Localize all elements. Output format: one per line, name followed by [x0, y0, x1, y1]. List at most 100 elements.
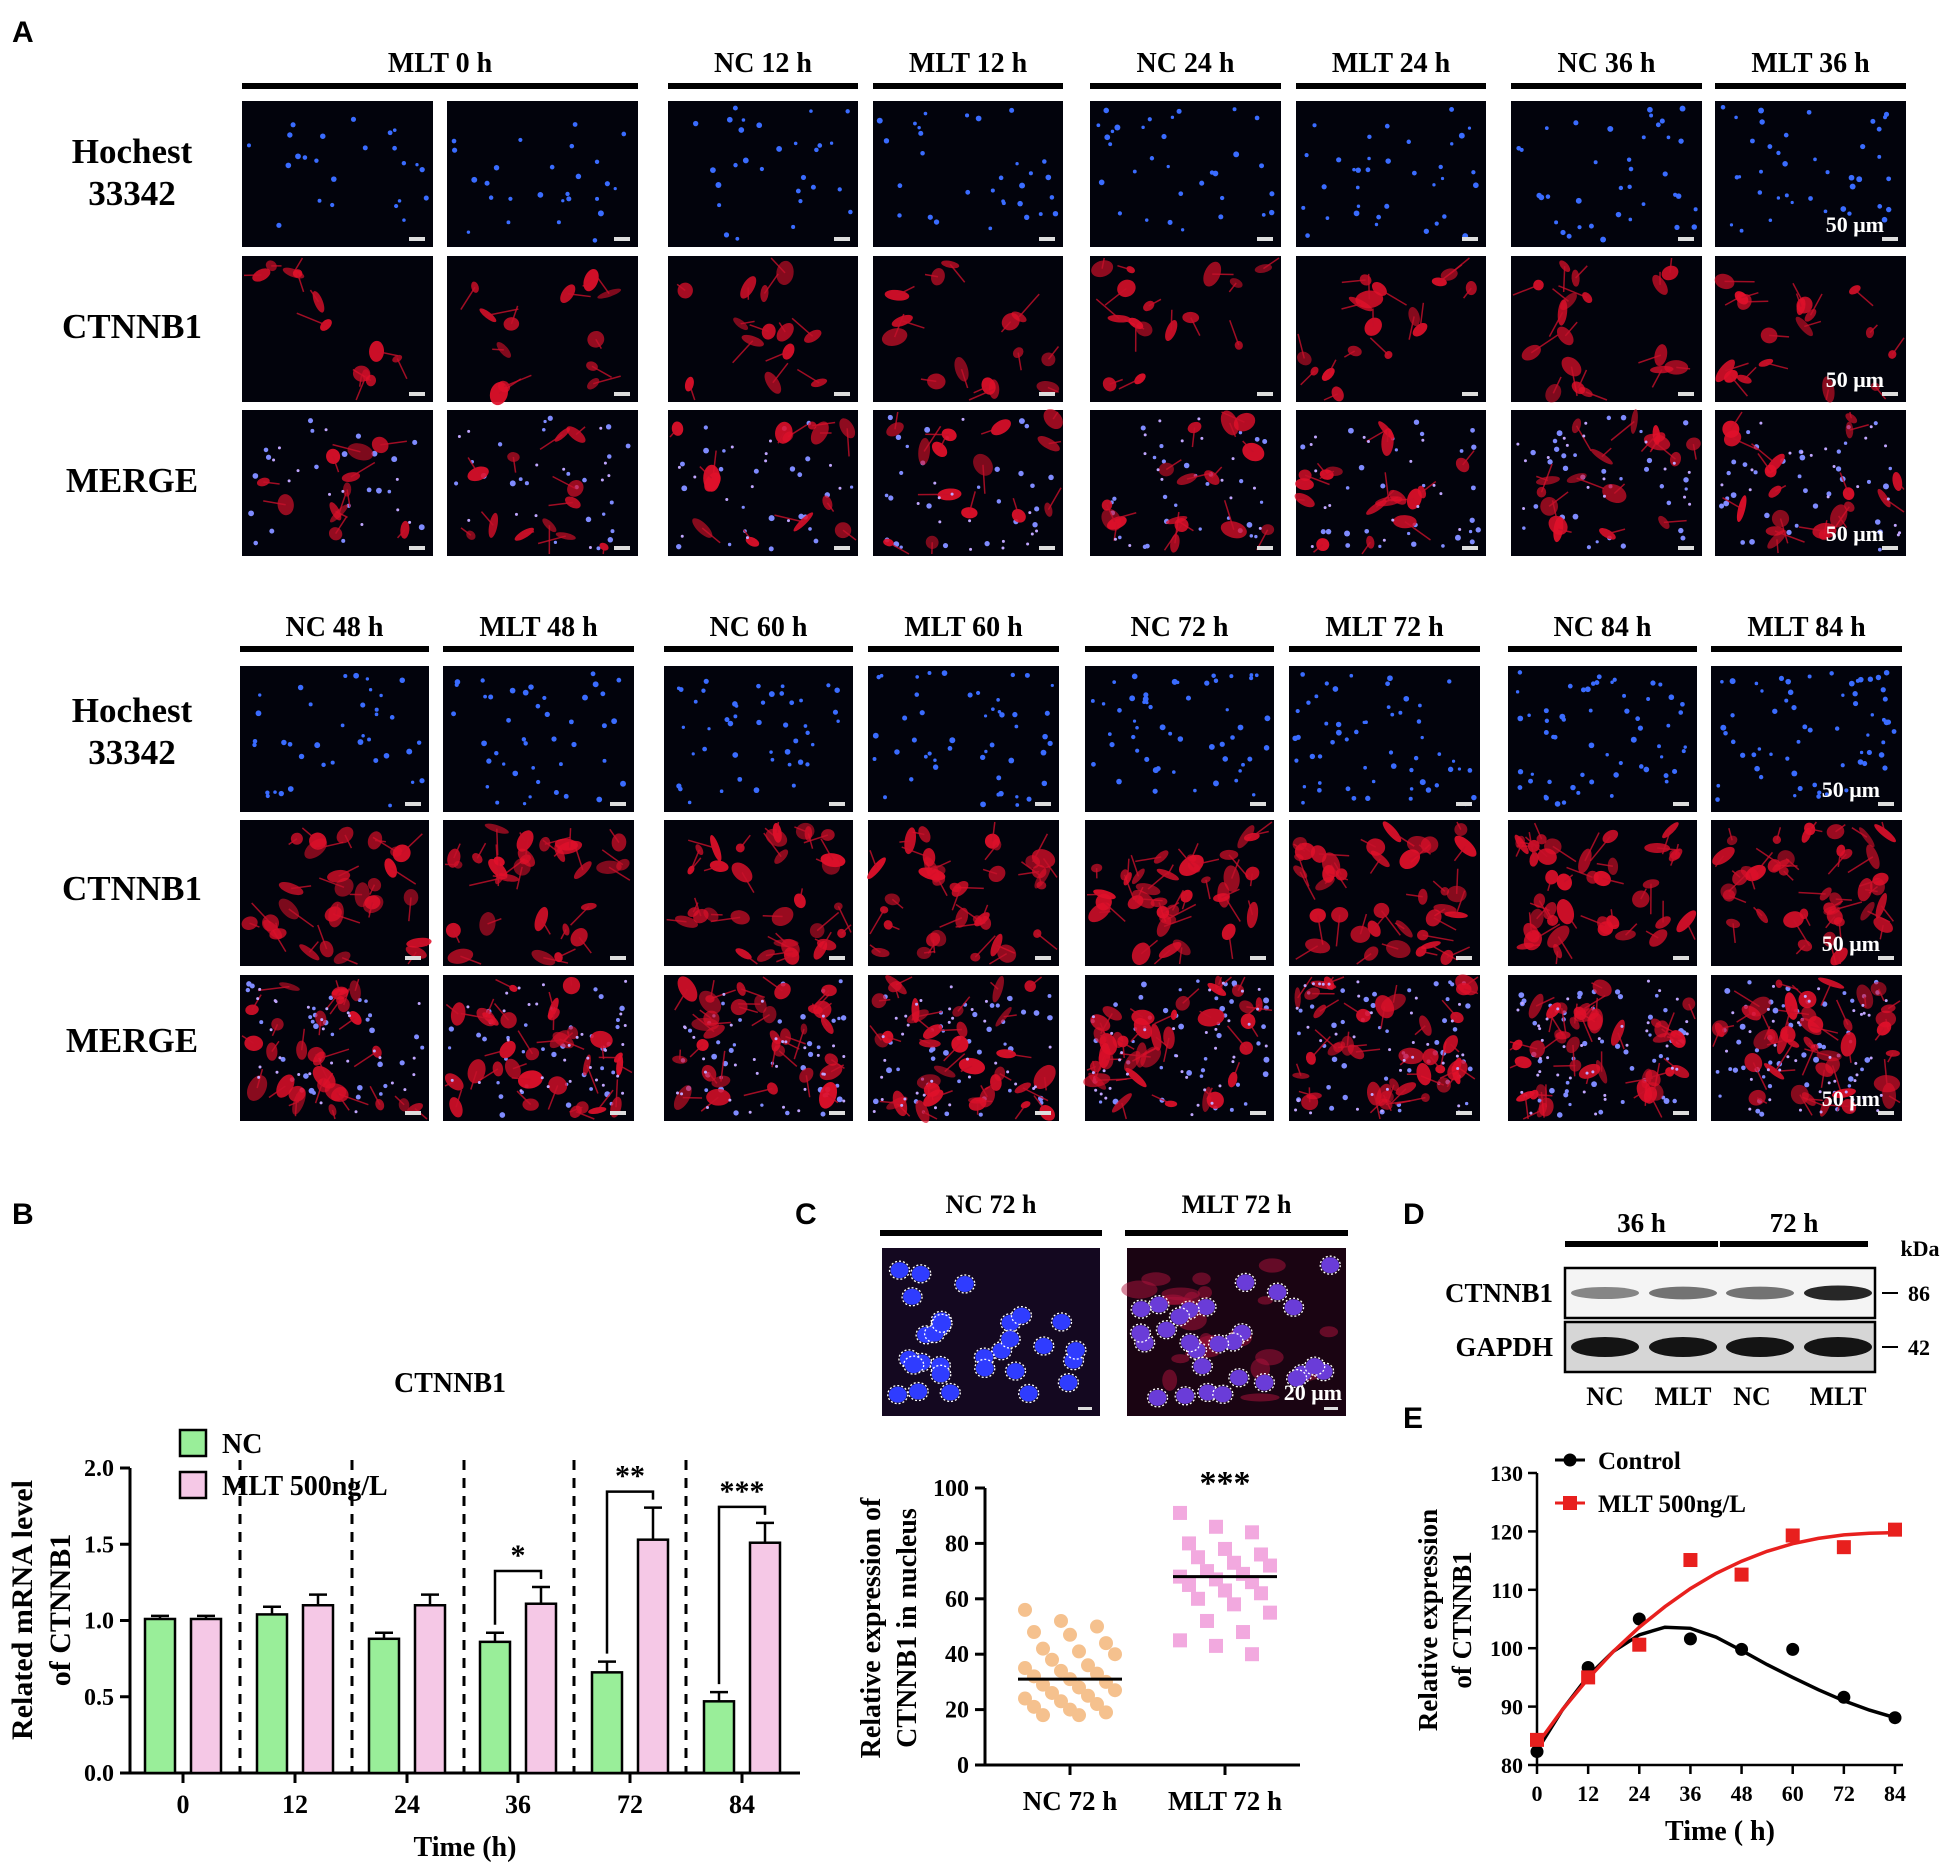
e-legend-marker [1563, 1496, 1577, 1510]
b-bar [367, 1637, 401, 1775]
b-legend-swatch [178, 1470, 208, 1500]
c-data-point [1054, 1694, 1068, 1709]
e-data-point [1734, 1567, 1749, 1582]
b-x-tick-label: 24 [394, 1790, 420, 1819]
b-bar [524, 1602, 558, 1775]
header-bar [664, 646, 853, 652]
b-y-tick-label: 1.5 [84, 1532, 114, 1558]
micrograph-tile: 50 μm [1711, 666, 1902, 812]
c-data-point [1173, 1633, 1187, 1648]
c-data-point [1227, 1555, 1241, 1570]
c-data-point [1245, 1525, 1259, 1540]
d-time-header: 36 h [1617, 1208, 1666, 1238]
micrograph-tile [443, 820, 634, 966]
c-data-point [1054, 1663, 1068, 1678]
micrograph-tile [664, 820, 853, 966]
micrograph-tile [668, 256, 858, 402]
micrograph-tile [240, 666, 429, 812]
c-scale-bar-label: 20 μm [1284, 1380, 1342, 1405]
b-y-tick-label: 2.0 [84, 1456, 114, 1482]
c-micrograph: 20 μm [1121, 1248, 1346, 1416]
micrograph-tile [443, 975, 634, 1121]
header-bar [240, 646, 429, 652]
micrograph-tile [1511, 409, 1702, 556]
header-bar [1508, 646, 1697, 652]
d-lane-label: NC [1586, 1382, 1624, 1411]
c-data-point [1182, 1577, 1196, 1592]
micrograph-tile [1090, 410, 1281, 556]
panel-letter-c: C [795, 1198, 817, 1231]
e-x-tick-label: 48 [1731, 1781, 1753, 1806]
c-data-point [1108, 1683, 1122, 1698]
e-x-tick-label: 84 [1884, 1781, 1906, 1806]
c-data-point [1018, 1661, 1032, 1676]
micrograph-tile: 50 μm [1715, 101, 1906, 247]
condition-header: MLT 36 h [1751, 48, 1870, 79]
micrograph-tile [1289, 820, 1480, 966]
e-y-tick-label: 80 [1501, 1753, 1523, 1778]
c-data-point [1245, 1575, 1259, 1590]
d-band [1804, 1285, 1872, 1301]
channel-label: 33342 [88, 733, 176, 772]
header-bar [873, 83, 1063, 89]
b-x-tick-label: 72 [617, 1790, 643, 1819]
scale-bar-label: 50 μm [1822, 1086, 1880, 1111]
micrograph-tile: 50 μm [1711, 975, 1902, 1121]
e-data-point [1888, 1711, 1902, 1725]
micrograph-tile [664, 975, 853, 1121]
c-image-header: NC 72 h [945, 1190, 1037, 1219]
e-data-point [1683, 1632, 1697, 1646]
b-legend-label: MLT 500ng/L [222, 1471, 388, 1502]
e-data-point [1785, 1528, 1800, 1543]
scale-bar-label: 50 μm [1826, 367, 1884, 392]
c-micrograph [882, 1248, 1100, 1416]
condition-header: MLT 0 h [388, 48, 493, 79]
b-x-tick-label: 36 [505, 1790, 531, 1819]
e-y-tick-label: 110 [1491, 1578, 1523, 1603]
scale-bar-label: 50 μm [1826, 521, 1884, 546]
c-data-point [1036, 1677, 1050, 1692]
e-x-tick-label: 60 [1782, 1781, 1804, 1806]
micrograph-tile [868, 666, 1059, 812]
b-y-tick-label: 0.5 [84, 1685, 114, 1711]
c-data-point [1099, 1705, 1113, 1720]
c-data-point [1218, 1541, 1232, 1556]
c-data-point [1173, 1505, 1187, 1520]
e-data-point [1632, 1612, 1646, 1626]
c-data-point [1200, 1613, 1214, 1628]
micrograph-tile [1508, 975, 1697, 1121]
c-data-point [1081, 1688, 1095, 1703]
e-legend-marker [1563, 1453, 1577, 1467]
b-x-tick-label: 0 [177, 1790, 190, 1819]
c-x-tick-label: NC 72 h [1023, 1786, 1118, 1816]
condition-header: MLT 12 h [909, 48, 1028, 79]
panel-c-ylabel: Relative expression of CTNNB1 in nucleus [856, 1497, 923, 1758]
c-data-point [1227, 1597, 1241, 1612]
e-x-tick-label: 0 [1532, 1781, 1543, 1806]
scale-bar-label: 50 μm [1822, 777, 1880, 802]
b-y-tick-label: 0.0 [84, 1761, 114, 1787]
e-data-point [1530, 1732, 1544, 1747]
b-significance: *** [720, 1475, 765, 1508]
d-band [1726, 1286, 1794, 1300]
micrograph-tile [447, 410, 638, 556]
micrograph-tile [867, 820, 1059, 966]
micrograph-tile: 50 μm [1714, 256, 1906, 403]
e-x-tick-label: 36 [1679, 1781, 1701, 1806]
e-fit-line [1535, 1625, 1896, 1752]
c-data-point [1108, 1647, 1122, 1662]
e-y-tick-label: 130 [1490, 1461, 1523, 1486]
c-data-point [1236, 1625, 1250, 1640]
micrograph-tile [1289, 666, 1480, 812]
e-x-tick-label: 72 [1833, 1781, 1855, 1806]
panel-letter-e: E [1403, 1402, 1424, 1435]
c-data-point [1072, 1680, 1086, 1695]
e-data-point [1735, 1642, 1749, 1656]
e-data-point [1632, 1637, 1647, 1652]
micrograph-tile [1090, 256, 1281, 402]
condition-header: MLT 72 h [1325, 612, 1444, 643]
c-data-point [1191, 1550, 1205, 1565]
micrograph-tile [1294, 410, 1486, 556]
c-x-tick-label: MLT 72 h [1168, 1786, 1282, 1816]
